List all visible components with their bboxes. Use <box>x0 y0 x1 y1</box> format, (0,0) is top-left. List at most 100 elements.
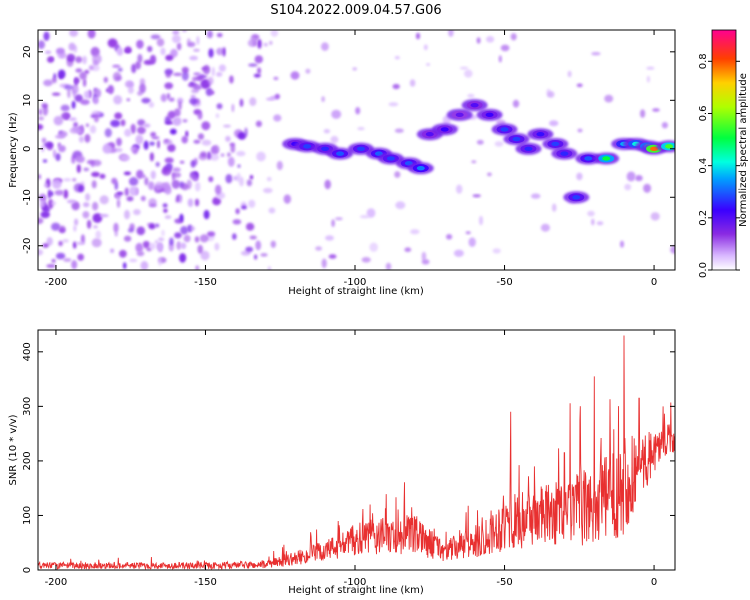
spectrogram-noise-blob <box>330 135 339 144</box>
spectrogram-noise-blob <box>142 123 151 128</box>
spectrogram-noise-blob <box>110 248 115 254</box>
snr-frame <box>37 329 676 571</box>
spectrogram-noise-blob <box>74 94 83 102</box>
spectrogram-noise-blob <box>91 159 102 167</box>
spectrogram-noise-blob <box>176 241 182 250</box>
spectrogram-noise-blob <box>150 170 156 180</box>
spectrogram-feature-core <box>665 144 674 149</box>
spectrogram-noise-blob <box>116 191 124 196</box>
spectrogram-feature-core <box>572 195 581 200</box>
spectrogram-noise-blob <box>209 153 220 161</box>
spectrogram-noise-blob <box>60 104 70 112</box>
spectrogram-noise-blob <box>404 247 412 252</box>
spectrogram-noise-blob <box>245 222 255 231</box>
spectrogram-noise-blob <box>415 32 421 40</box>
spectrogram-noise-blob <box>180 226 189 235</box>
spectrogram-noise-blob <box>41 137 47 144</box>
spectrogram-noise-blob <box>263 42 268 47</box>
colorbar-tick-label: 0.8 <box>698 53 709 69</box>
spectrogram-noise-blob <box>60 112 71 120</box>
spectrogram-noise-blob <box>331 109 342 119</box>
spectrogram-noise-blob <box>128 177 139 186</box>
spectrogram-noise-blob <box>257 67 262 74</box>
spectrogram-noise-blob <box>576 172 583 181</box>
spectrogram-noise-blob <box>53 115 64 126</box>
spectrogram-noise-blob <box>86 219 92 229</box>
spectrogram-noise-blob <box>464 69 473 78</box>
spectrogram-noise-blob <box>154 181 164 191</box>
spectrogram-noise-blob <box>394 56 400 60</box>
spectrogram-noise-blob <box>203 209 210 220</box>
spectrogram-noise-blob <box>42 159 48 163</box>
spectrogram-noise-blob <box>640 109 646 118</box>
spectrogram-noise-blob <box>129 146 136 151</box>
spectrogram-noise-blob <box>136 169 144 179</box>
spectrogram-noise-blob <box>467 93 475 98</box>
spectrogram-noise-blob <box>164 182 171 191</box>
spectrogram-noise-blob <box>135 242 144 253</box>
spectrogram-noise-blob <box>465 231 471 235</box>
spectrogram-feature-core <box>455 112 464 118</box>
spectrogram-noise-blob <box>172 116 182 126</box>
spectrogram-noise-blob <box>75 241 85 245</box>
spectrogram-noise-blob <box>171 179 180 189</box>
spectrogram-noise-blob <box>395 201 406 210</box>
spectrogram-noise-blob <box>77 253 84 261</box>
spectrogram-noise-blob <box>206 151 212 160</box>
spectrogram-feature-core <box>551 141 560 147</box>
spectrogram-noise-blob <box>82 78 87 87</box>
spectrogram-noise-blob <box>210 146 218 155</box>
spectrogram-noise-blob <box>459 66 469 70</box>
spectrogram-noise-blob <box>162 203 168 208</box>
spectrogram-noise-blob <box>135 61 141 70</box>
spectrogram-noise-blob <box>126 98 131 102</box>
spectrogram-noise-blob <box>149 152 154 162</box>
spectrogram-noise-blob <box>99 195 109 205</box>
spectrogram-noise-blob <box>46 237 53 246</box>
spectrogram-noise-blob <box>144 177 149 186</box>
spectrogram-noise-blob <box>124 128 132 137</box>
spectrogram-feature-core <box>356 146 365 151</box>
spectrogram-noise-blob <box>51 201 57 206</box>
spectrogram-noise-blob <box>216 47 224 56</box>
spectrogram-noise-blob <box>215 113 220 118</box>
spectrogram-noise-blob <box>147 45 153 53</box>
spectrogram-noise-blob <box>216 103 223 110</box>
spectrogram-noise-blob <box>137 119 146 126</box>
snr-y-tick-label: 100 <box>22 506 33 525</box>
colorbar-tick-label: 0.4 <box>698 158 709 174</box>
spectrogram-feature-core <box>303 144 312 149</box>
spectrogram-noise-blob <box>126 196 134 202</box>
spectrogram-noise-blob <box>136 226 146 236</box>
spectrogram-noise-blob <box>89 125 97 134</box>
spectrogram-noise-blob <box>604 94 614 103</box>
spectrogram-noise-blob <box>43 31 50 41</box>
colorbar-tick-label: 0.2 <box>698 210 709 226</box>
spectrogram-feature-core <box>425 132 434 137</box>
spectrogram-noise-blob <box>421 251 427 261</box>
spectrogram-noise-blob <box>74 77 80 84</box>
spectrogram-noise-blob <box>181 71 189 81</box>
spectrogram-noise-blob <box>577 128 583 133</box>
spectrogram-noise-blob <box>218 64 226 72</box>
spectrogram-noise-blob <box>195 265 200 270</box>
snr-y-tick-label: 300 <box>22 397 33 416</box>
snr-y-tick-label: 400 <box>22 342 33 361</box>
spectrogram-noise-blob <box>178 101 182 110</box>
spectrogram-noise-blob <box>136 39 144 49</box>
spectrogram-noise-blob <box>476 37 481 44</box>
spectrogram-feature-core <box>416 165 425 171</box>
spectrogram-noise-blob <box>111 177 118 185</box>
spectrogram-noise-blob <box>232 219 242 225</box>
spectrogram-noise-blob <box>165 54 174 61</box>
spectrogram-noise-blob <box>193 72 201 76</box>
spectrogram-noise-blob <box>249 97 257 106</box>
spectrogram-noise-blob <box>256 151 266 162</box>
spectrogram-noise-blob <box>51 77 57 84</box>
spectrogram-noise-blob <box>103 76 109 83</box>
spectrogram-noise-blob <box>72 126 81 133</box>
spectrogram-noise-blob <box>241 205 247 210</box>
spectrogram-noise-blob <box>41 103 48 109</box>
spectrogram-noise-blob <box>143 140 149 150</box>
